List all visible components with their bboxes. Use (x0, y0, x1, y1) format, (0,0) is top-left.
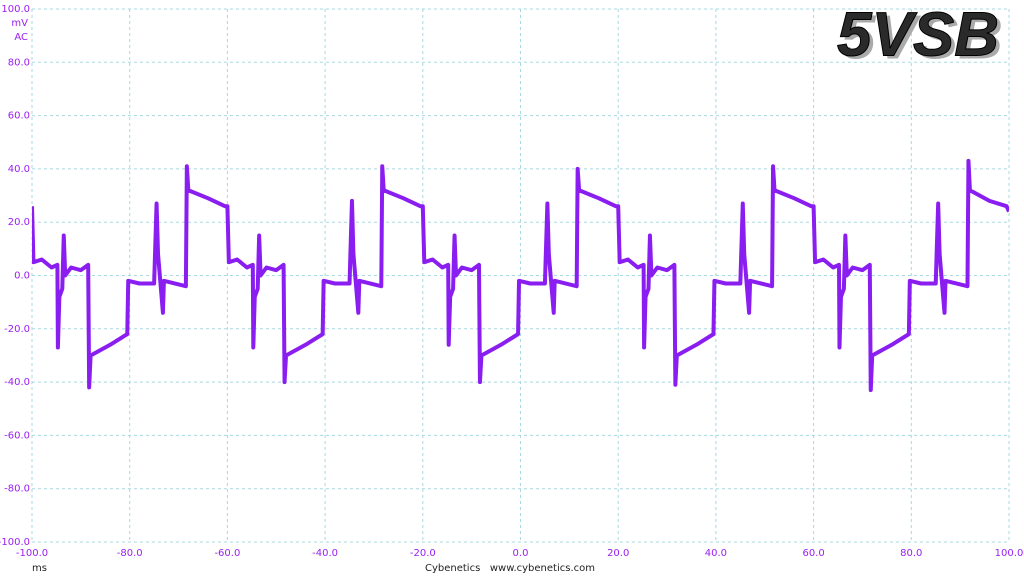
x-tick-label: 100.0 (995, 548, 1024, 559)
coupling: AC (14, 32, 28, 43)
y-unit: mV (11, 18, 28, 29)
x-tick-label: -40.0 (312, 548, 338, 559)
waveform (32, 158, 1009, 393)
chart-title: 5VSB (837, 0, 999, 69)
y-tick-label: -80.0 (4, 484, 30, 495)
y-tick-label: -40.0 (4, 377, 30, 388)
footer: Cybenetics www.cybenetics.com (425, 563, 595, 574)
y-tick-label: 100.0 (1, 4, 30, 15)
y-tick-label: -100.0 (0, 537, 30, 548)
y-tick-label: -60.0 (4, 430, 30, 441)
x-tick-label: 80.0 (900, 548, 922, 559)
x-tick-label: -100.0 (16, 548, 48, 559)
x-tick-label: -60.0 (214, 548, 240, 559)
x-tick-label: 20.0 (607, 548, 629, 559)
y-tick-label: 80.0 (8, 57, 30, 68)
x-unit: ms (32, 563, 47, 574)
x-tick-label: 40.0 (705, 548, 727, 559)
x-tick-label: -80.0 (117, 548, 143, 559)
y-tick-label: 20.0 (8, 217, 30, 228)
y-tick-label: 0.0 (14, 271, 30, 282)
y-tick-label: -20.0 (4, 324, 30, 335)
x-tick-label: 0.0 (513, 548, 529, 559)
title-shadow: 5VSB (841, 3, 1003, 72)
y-tick-label: 60.0 (8, 111, 30, 122)
x-tick-label: -20.0 (410, 548, 436, 559)
y-tick-label: 40.0 (8, 164, 30, 175)
x-tick-label: 60.0 (802, 548, 824, 559)
